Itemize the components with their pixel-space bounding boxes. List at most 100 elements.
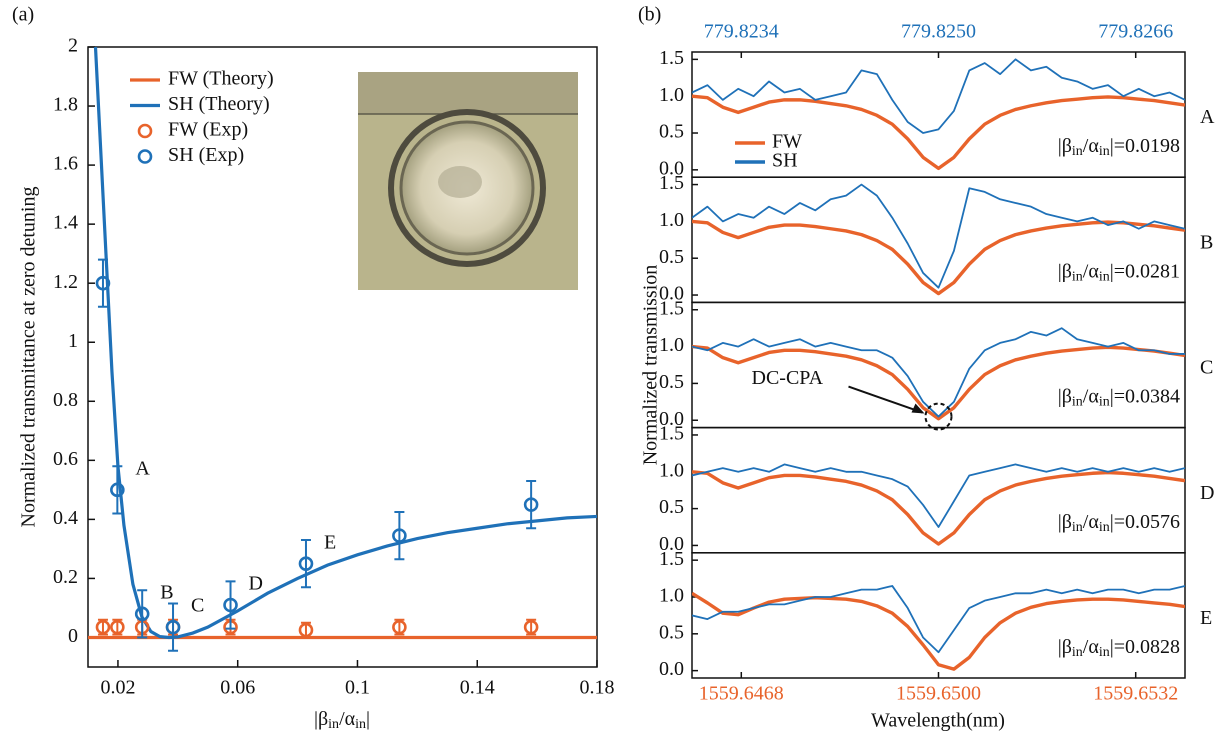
data-point (392, 619, 407, 635)
label-part: |β (1058, 510, 1072, 532)
ratio-value: 0.0828 (1125, 636, 1180, 658)
y-axis-label: Normalized transmittance at zero detunin… (18, 187, 40, 528)
y-tick-label: 1 (68, 330, 78, 352)
point-label: B (160, 581, 173, 603)
y-tick-label: 0.0 (659, 658, 684, 680)
x-tick-label: 1559.6500 (896, 683, 981, 705)
subscript: in (328, 717, 339, 732)
plot-frame (691, 176, 1186, 304)
y-tick-label: 1.5 (659, 423, 684, 445)
y-axis-label: Normalized transmission (640, 265, 662, 466)
label-part: |β (1058, 385, 1072, 407)
ratio-label: |βin/αin|=0.0281 (1058, 260, 1180, 285)
panel-tag: A (1200, 106, 1215, 128)
subscript: in (1072, 395, 1083, 410)
subscript: in (1072, 645, 1083, 660)
y-tick-label: 0 (68, 625, 78, 647)
x-tick-label: 0.18 (580, 677, 615, 699)
sh-line (692, 585, 1185, 654)
panel-tag: D (1200, 482, 1214, 504)
label-part: |= (1110, 385, 1125, 407)
x-tick-label: 0.14 (460, 677, 495, 699)
y-tick-label: 0.2 (53, 566, 78, 588)
fw-line (692, 219, 1185, 296)
legend-label: FW (Exp) (168, 119, 248, 141)
data-point (298, 556, 314, 571)
panel-tag: E (1200, 607, 1212, 629)
subscript: in (1099, 144, 1110, 159)
error-bar (225, 580, 236, 630)
fw-line (692, 591, 1185, 671)
x2-tick-label: 779.8266 (1098, 21, 1173, 43)
y-tick-label: 0.8 (53, 389, 78, 411)
y-tick-label: 1.5 (659, 47, 684, 69)
ratio-label: |βin/αin|=0.0576 (1058, 510, 1180, 535)
y-tick-label: 1.2 (53, 271, 78, 293)
x-tick-label: 1559.6468 (699, 683, 784, 705)
data-point (95, 275, 111, 291)
legend-swatch (137, 123, 153, 139)
panel-tag: C (1200, 357, 1213, 379)
y-tick-label: 1.4 (53, 212, 78, 234)
label-part: |β (314, 708, 328, 730)
y-tick-label: 1.6 (53, 153, 78, 175)
plot-frame (691, 426, 1186, 554)
label-part: |= (1110, 636, 1125, 658)
subscript: in (1072, 144, 1083, 159)
subscript: in (1099, 520, 1110, 535)
data-point (165, 619, 181, 635)
sh-line (692, 58, 1185, 134)
y-tick-label: 1.8 (53, 94, 78, 116)
legend-label: SH (772, 150, 798, 172)
x-tick-label: 0.06 (220, 677, 255, 699)
ratio-value: 0.0384 (1125, 385, 1180, 407)
y-tick-label: 0.5 (659, 371, 684, 393)
sh-line (692, 463, 1185, 528)
x2-tick-label: 779.8234 (704, 21, 779, 43)
error-bar (300, 539, 311, 589)
y-tick-label: 1.0 (659, 459, 684, 481)
y-tick-label: 2 (68, 35, 78, 57)
point-label: C (191, 595, 204, 617)
y-tick-label: 0.0 (659, 283, 684, 305)
point-label: E (324, 531, 336, 553)
label-part: /α (1083, 260, 1100, 282)
x-axis-label: |βin/αin| (314, 708, 370, 733)
subscript: in (1072, 520, 1083, 535)
panel-label: (b) (638, 4, 661, 26)
y-tick-label: 0.5 (659, 246, 684, 268)
error-bar (137, 589, 148, 639)
subscript: in (355, 717, 366, 732)
y-tick-label: 1.0 (659, 84, 684, 106)
data-point (523, 497, 539, 512)
plot-area (692, 183, 1185, 296)
legend-label: SH (Exp) (168, 144, 244, 166)
y-tick-label: 1.5 (659, 548, 684, 570)
label-part: |= (1110, 510, 1125, 532)
arrow-head (911, 403, 925, 414)
data-point (298, 622, 314, 638)
error-bar (526, 480, 537, 530)
data-point (134, 606, 150, 622)
plot-frame (691, 301, 1186, 429)
fw-line (692, 470, 1185, 546)
ratio-value: 0.0281 (1125, 260, 1180, 282)
legend-label: FW (Theory) (168, 68, 274, 90)
y-tick-label: 0.5 (659, 621, 684, 643)
label-part: |= (1110, 260, 1125, 282)
ratio-label: |βin/αin|=0.0828 (1058, 636, 1180, 661)
subscript: in (1072, 270, 1083, 285)
ratio-label: |βin/αin|=0.0384 (1058, 385, 1180, 410)
data-point (223, 597, 238, 613)
y-tick-label: 0.0 (659, 408, 684, 430)
annotation-arrow (848, 385, 923, 414)
y-tick-label: 0.0 (659, 533, 684, 555)
plot-area (692, 327, 1185, 421)
legend-swatch (137, 149, 153, 164)
label-part: /α (339, 708, 356, 730)
y-tick-label: 0.6 (53, 448, 78, 470)
label-part: |β (1058, 636, 1072, 658)
y-tick-label: 1.0 (659, 209, 684, 231)
error-bar (112, 465, 123, 515)
